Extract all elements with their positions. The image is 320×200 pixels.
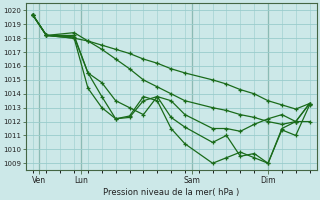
- X-axis label: Pression niveau de la mer( hPa ): Pression niveau de la mer( hPa ): [103, 188, 239, 197]
